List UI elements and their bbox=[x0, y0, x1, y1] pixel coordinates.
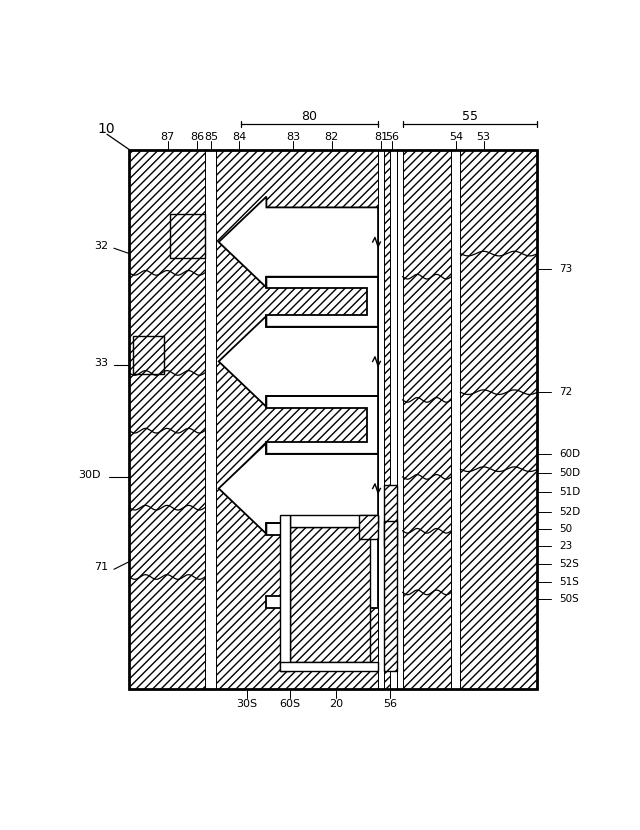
Text: 52S: 52S bbox=[559, 559, 579, 569]
Polygon shape bbox=[266, 396, 378, 454]
Text: 55: 55 bbox=[461, 110, 477, 123]
Text: 60D: 60D bbox=[559, 449, 580, 459]
Text: 33: 33 bbox=[95, 358, 109, 368]
Bar bbox=[451, 149, 460, 689]
Text: 73: 73 bbox=[559, 264, 572, 274]
Polygon shape bbox=[266, 276, 378, 327]
Text: 87: 87 bbox=[161, 132, 175, 142]
Bar bbox=[129, 149, 205, 689]
Polygon shape bbox=[219, 197, 378, 287]
Text: 20: 20 bbox=[328, 699, 343, 709]
Polygon shape bbox=[266, 523, 378, 608]
Text: 81: 81 bbox=[374, 132, 388, 142]
Text: 50D: 50D bbox=[559, 468, 580, 478]
Text: 32: 32 bbox=[95, 241, 109, 251]
Bar bbox=[460, 149, 538, 689]
Text: 53: 53 bbox=[477, 132, 490, 142]
Text: 60S: 60S bbox=[279, 699, 300, 709]
Text: 50: 50 bbox=[559, 525, 572, 535]
Bar bbox=[266, 596, 378, 608]
Text: 30S: 30S bbox=[237, 699, 258, 709]
Bar bbox=[170, 213, 205, 258]
Bar bbox=[359, 515, 378, 539]
Bar bbox=[403, 149, 451, 689]
Text: 51S: 51S bbox=[559, 577, 579, 587]
Text: 50S: 50S bbox=[559, 593, 579, 603]
Bar bbox=[289, 527, 371, 662]
Text: 85: 85 bbox=[204, 132, 218, 142]
Bar bbox=[384, 485, 397, 546]
Text: 82: 82 bbox=[324, 132, 339, 142]
Bar bbox=[266, 442, 378, 454]
Bar bbox=[205, 149, 216, 689]
Bar bbox=[266, 315, 378, 327]
Bar bbox=[129, 149, 538, 689]
Bar bbox=[266, 276, 378, 288]
Bar bbox=[367, 396, 378, 454]
Text: 56: 56 bbox=[385, 132, 399, 142]
Bar bbox=[266, 523, 378, 535]
Bar bbox=[280, 662, 378, 671]
Text: 56: 56 bbox=[383, 699, 397, 709]
Text: 84: 84 bbox=[232, 132, 246, 142]
Bar bbox=[378, 149, 384, 689]
Bar bbox=[397, 149, 403, 689]
Text: 51D: 51D bbox=[559, 487, 580, 497]
Text: 30D: 30D bbox=[78, 470, 101, 480]
Text: 23: 23 bbox=[559, 541, 572, 551]
Text: 80: 80 bbox=[301, 110, 317, 123]
Bar bbox=[367, 276, 378, 327]
Text: 10: 10 bbox=[97, 122, 115, 136]
Bar bbox=[133, 336, 164, 374]
Bar bbox=[216, 149, 378, 689]
Text: 71: 71 bbox=[95, 562, 109, 572]
Bar bbox=[266, 396, 378, 408]
Bar bbox=[266, 208, 378, 276]
Polygon shape bbox=[219, 316, 378, 407]
Text: 54: 54 bbox=[449, 132, 463, 142]
Text: 72: 72 bbox=[559, 388, 572, 398]
Polygon shape bbox=[219, 443, 378, 534]
Bar bbox=[289, 515, 378, 527]
Bar bbox=[384, 520, 397, 671]
Text: 86: 86 bbox=[190, 132, 204, 142]
Bar bbox=[367, 523, 378, 608]
Text: 83: 83 bbox=[286, 132, 300, 142]
Bar bbox=[266, 454, 378, 523]
Bar bbox=[280, 515, 289, 671]
Bar bbox=[384, 149, 390, 689]
Text: 52D: 52D bbox=[559, 506, 580, 516]
Bar bbox=[390, 149, 397, 689]
Bar bbox=[266, 327, 378, 396]
